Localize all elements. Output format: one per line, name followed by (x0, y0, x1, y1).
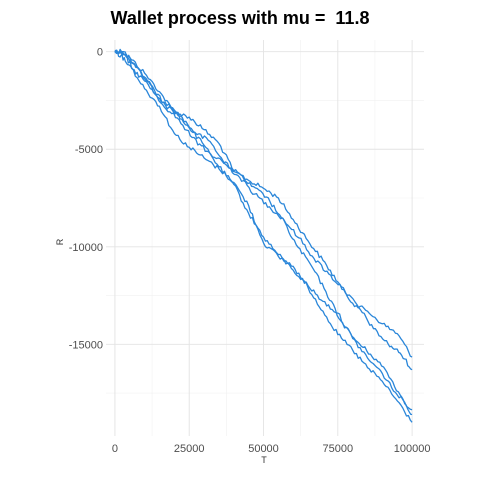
tick-labels: 0 25000 50000 75000 100000 0 -5000 -10000 -15000 (69, 47, 431, 455)
y-axis-label: R (55, 238, 65, 245)
series-lines (114, 48, 413, 423)
x-axis-label: T (261, 455, 267, 465)
y-tick-label: -15000 (69, 339, 103, 351)
x-tick-label: 100000 (394, 443, 431, 455)
series-line-5 (114, 50, 413, 423)
x-tick-label: 25000 (174, 443, 205, 455)
x-tick-label: 50000 (248, 443, 279, 455)
y-tick-label: -5000 (75, 144, 103, 156)
series-line-2 (114, 50, 413, 371)
chart-title: Wallet process with mu = 11.8 (110, 8, 370, 28)
y-tick-label: -10000 (69, 242, 103, 254)
x-tick-label: 0 (112, 443, 118, 455)
y-tick-label: 0 (97, 47, 103, 59)
series-line-1 (114, 48, 413, 358)
x-tick-label: 75000 (323, 443, 354, 455)
